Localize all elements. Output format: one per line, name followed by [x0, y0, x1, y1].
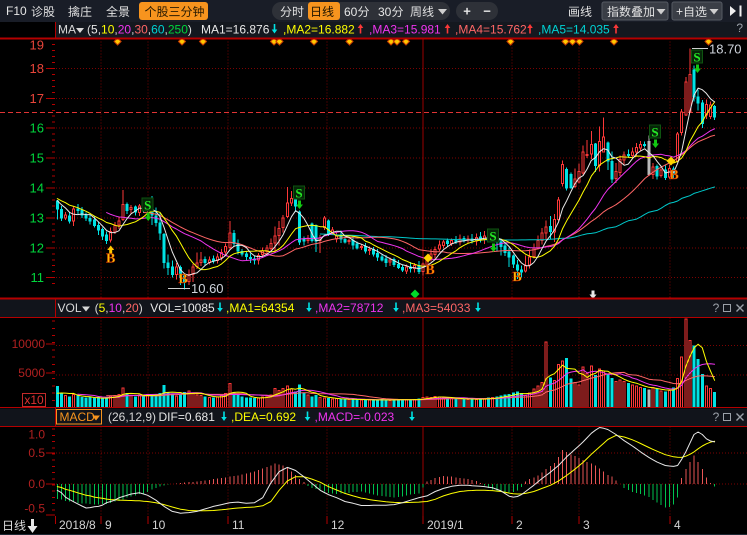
svg-text:16: 16 — [30, 121, 44, 136]
svg-text:VOL: VOL — [58, 301, 82, 315]
svg-text:10000: 10000 — [12, 337, 46, 351]
svg-text:17: 17 — [30, 91, 44, 106]
svg-text:(26,12,9): (26,12,9) — [108, 410, 156, 424]
svg-text:(5,10,20): (5,10,20) — [95, 301, 143, 315]
svg-text:,MA4=15.762: ,MA4=15.762 — [455, 23, 527, 37]
svg-text:18: 18 — [30, 61, 44, 76]
svg-text:B: B — [512, 270, 521, 285]
svg-text:+: + — [463, 4, 471, 19]
svg-text:S: S — [693, 50, 700, 65]
svg-text:+: + — [676, 5, 683, 19]
svg-text:1.0: 1.0 — [28, 428, 45, 442]
svg-text:2: 2 — [516, 518, 523, 532]
svg-text:(5,10,20,30,60,250): (5,10,20,30,60,250) — [87, 23, 192, 37]
svg-text:VOL=10085: VOL=10085 — [150, 301, 215, 315]
svg-text:,MA3=15.981: ,MA3=15.981 — [369, 23, 441, 37]
svg-text:4: 4 — [674, 518, 681, 532]
svg-text:14: 14 — [30, 181, 44, 196]
svg-text:12: 12 — [331, 518, 345, 532]
svg-text:0.0: 0.0 — [28, 477, 45, 491]
svg-text:3: 3 — [583, 518, 590, 532]
svg-text:?: ? — [713, 301, 720, 315]
svg-text:,MA3=54033: ,MA3=54033 — [402, 301, 471, 315]
svg-text:B: B — [669, 168, 678, 183]
svg-text:11: 11 — [31, 270, 45, 285]
svg-text:11: 11 — [232, 518, 245, 532]
svg-text:19: 19 — [30, 38, 44, 53]
svg-text:DIF=0.681: DIF=0.681 — [159, 410, 216, 424]
svg-text:30: 30 — [378, 5, 392, 19]
svg-text:S: S — [651, 125, 658, 140]
svg-text:F10: F10 — [6, 4, 27, 18]
svg-text:15: 15 — [30, 151, 44, 166]
svg-text:0.5: 0.5 — [28, 446, 45, 460]
svg-text:13: 13 — [30, 210, 44, 225]
svg-text:60: 60 — [344, 5, 358, 19]
svg-text:,MACD=-0.023: ,MACD=-0.023 — [315, 410, 395, 424]
svg-text:,MA1=64354: ,MA1=64354 — [226, 301, 295, 315]
svg-text:,MA2=16.882: ,MA2=16.882 — [283, 23, 355, 37]
svg-text:S: S — [489, 229, 496, 244]
svg-text:MA: MA — [58, 23, 76, 37]
svg-text:MACD: MACD — [60, 410, 96, 424]
svg-text:?: ? — [713, 410, 720, 424]
svg-text:B: B — [106, 252, 115, 267]
svg-text:S: S — [295, 186, 302, 201]
svg-text:,MA5=14.035: ,MA5=14.035 — [538, 23, 610, 37]
svg-text:,MA2=78712: ,MA2=78712 — [315, 301, 384, 315]
svg-text:2018/8: 2018/8 — [59, 518, 96, 532]
svg-text:x10: x10 — [24, 393, 44, 407]
svg-text:S: S — [144, 198, 151, 213]
svg-text:−: − — [483, 4, 491, 19]
svg-text:9: 9 — [105, 518, 112, 532]
svg-text:2019/1: 2019/1 — [427, 518, 464, 532]
svg-text:MA1=16.876: MA1=16.876 — [201, 23, 270, 37]
svg-text:18.70: 18.70 — [709, 42, 742, 57]
svg-text:,DEA=0.692: ,DEA=0.692 — [231, 410, 296, 424]
svg-text:10: 10 — [152, 518, 166, 532]
svg-text:B: B — [178, 272, 187, 287]
svg-text:10.60: 10.60 — [191, 281, 224, 296]
svg-text:5000: 5000 — [18, 366, 45, 380]
svg-text:B: B — [425, 263, 434, 278]
svg-text:-0.5: -0.5 — [24, 501, 45, 515]
svg-text:12: 12 — [30, 240, 44, 255]
svg-text:?: ? — [736, 21, 743, 35]
